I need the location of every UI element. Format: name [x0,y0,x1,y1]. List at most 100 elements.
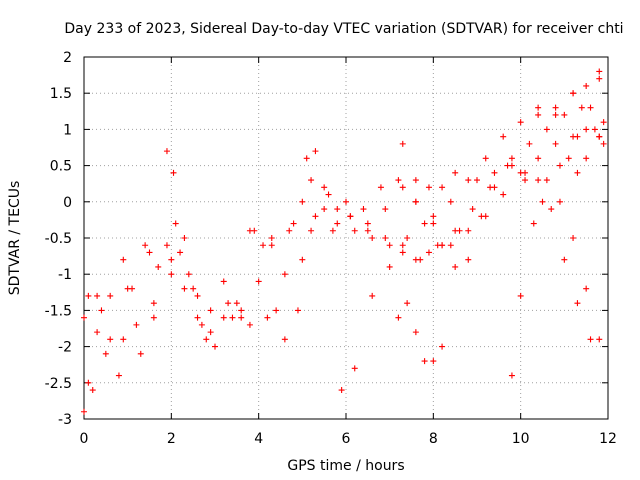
data-point [412,256,419,263]
data-point [596,133,603,140]
data-point [207,329,214,336]
data-point [172,220,179,227]
data-point [207,307,214,314]
data-point [338,387,345,394]
data-point [150,314,157,321]
data-point [334,220,341,227]
data-point [570,235,577,241]
data-point [290,220,297,227]
data-point [351,365,358,372]
data-point [452,169,459,176]
data-point [303,155,310,162]
data-point [268,242,275,249]
data-point [591,126,598,133]
series-track-9 [535,75,603,118]
data-point [170,169,177,176]
series-track-8 [508,177,603,379]
axis-ticks: 0 2 4 6 8 10 12 -3 -2.5 -2 -1.5 -1 -0.5 0 0.5 1 1.5 2 [45,50,617,447]
data-point [334,206,341,213]
x-tick-label: 6 [342,431,351,447]
data-point [369,292,376,299]
data-point [155,263,162,270]
data-point [386,242,393,249]
data-point [439,184,446,191]
data-point [129,285,136,292]
series-track-10 [565,133,603,176]
data-point [522,169,529,176]
data-point [508,155,515,162]
data-point [286,227,293,234]
data-point [535,111,542,118]
data-point [500,191,507,198]
x-tick-label: 2 [167,431,176,447]
data-point [412,198,419,205]
y-axis-label: SDTVAR / TECUs [7,181,23,296]
y-tick-label: 2 [63,50,72,66]
data-point [439,343,446,350]
data-point [543,126,550,133]
data-point [343,198,349,205]
y-tick-label: 0 [63,195,72,211]
data-point [351,227,358,234]
data-point [137,350,144,357]
data-point [548,206,555,213]
data-point [535,155,542,162]
data-point [530,220,537,227]
data-point [583,285,590,292]
data-point [212,343,218,350]
y-tick-label: 1.5 [50,86,72,102]
data-point [321,184,328,191]
data-point [583,82,590,89]
data-point [81,408,87,415]
data-point [264,314,271,321]
data-point [552,104,559,111]
data-point [102,350,109,357]
data-point [299,256,306,263]
data-point [539,198,546,205]
data-point [452,227,459,234]
data-point [98,307,105,314]
data-point [482,155,489,162]
series-track-4 [85,126,607,386]
data-point [412,329,419,336]
data-point [163,242,170,249]
data-point [578,104,585,111]
data-point [107,292,114,299]
data-point [596,75,603,82]
data-point [312,213,319,220]
data-point [491,184,498,191]
data-point [583,126,590,133]
data-point [517,119,524,126]
data-point [255,278,262,285]
data-point [478,213,485,220]
data-point [430,358,437,365]
data-point [543,177,550,184]
data-point [312,148,319,155]
data-point [491,169,498,176]
data-point [395,177,402,184]
y-tick-label: -2.5 [45,376,72,392]
data-point [574,133,581,140]
data-point [163,148,170,155]
data-point [382,235,389,241]
data-point [299,198,306,205]
data-point [185,271,192,278]
data-point [369,235,376,241]
data-point [508,372,515,379]
y-tick-label: -1 [58,267,72,283]
data-point [229,314,236,321]
data-point [181,235,188,241]
data-point [587,336,594,343]
data-point [399,184,406,191]
data-point [465,177,472,184]
data-point [517,292,524,299]
data-point [364,220,371,227]
data-point [465,227,472,234]
data-point [94,329,101,336]
data-point [600,119,607,126]
data-point [430,220,437,227]
data-point [220,314,227,321]
data-point [556,198,563,205]
data-point [220,278,227,285]
